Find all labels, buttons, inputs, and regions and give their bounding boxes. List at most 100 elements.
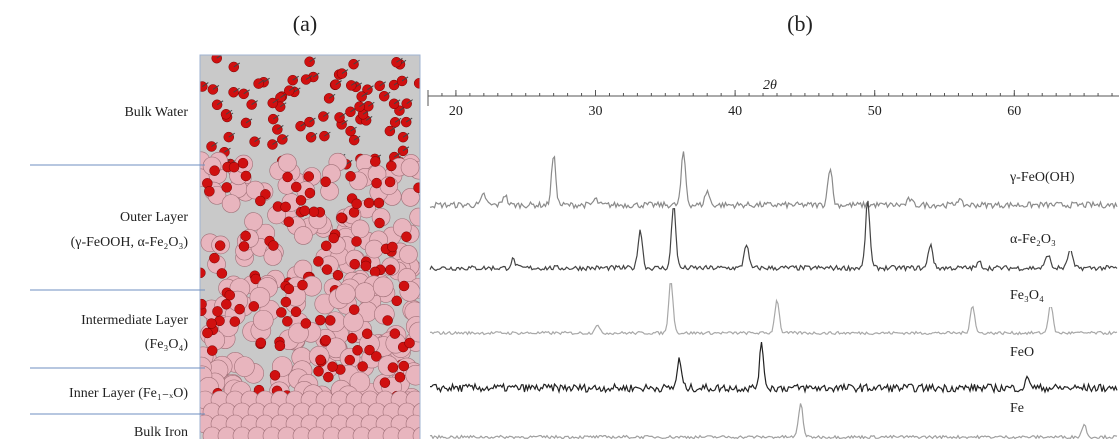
water-bond: [402, 146, 410, 152]
oxygen-atom: [240, 230, 251, 242]
oxygen-atom: [297, 279, 308, 291]
oxygen-atom: [214, 240, 226, 251]
water-bond: [367, 85, 374, 91]
iron-atom: [372, 276, 394, 298]
water-oxygen: [249, 136, 260, 147]
water-bond: [350, 80, 358, 86]
oxygen-atom: [413, 182, 420, 193]
water-bond: [379, 81, 386, 87]
label-bg: [1005, 229, 1119, 251]
oxygen-atom: [304, 187, 316, 199]
water-bond: [228, 132, 236, 138]
oxygen-atom: [369, 266, 381, 278]
iron-atom: [335, 283, 356, 305]
iron-atom: [252, 309, 274, 331]
iron-atom: [244, 212, 263, 231]
x-axis-label: 2θ: [763, 78, 777, 93]
oxygen-atom: [280, 201, 291, 213]
oxygen-atom: [303, 171, 315, 182]
oxygen-atom: [323, 371, 334, 383]
layer-label: (γ-FeOOH, α-Fe₂O₃): [71, 235, 189, 250]
oxygen-atom: [313, 256, 324, 267]
iron-atom: [401, 188, 420, 207]
oxygen-atom: [206, 318, 217, 329]
water-oxygen: [413, 78, 420, 89]
water-bond: [367, 101, 375, 107]
iron-atom: [412, 426, 420, 439]
iron-atom: [399, 245, 418, 264]
water-bond: [212, 85, 220, 90]
panel-label: (b): [787, 11, 813, 36]
oxygen-atom: [315, 354, 326, 366]
water-bond: [324, 131, 331, 137]
iron-atom: [294, 226, 313, 245]
oxygen-atom: [351, 198, 362, 210]
oxygen-atom: [237, 157, 249, 169]
oxygen-atom: [363, 197, 375, 209]
water-bond: [401, 76, 409, 82]
oxygen-atom: [352, 345, 363, 356]
oxygen-atom: [328, 232, 339, 244]
water-bond: [323, 112, 330, 117]
oxygen-atom: [320, 334, 332, 346]
water-bond: [328, 93, 336, 99]
oxygen-atom: [200, 298, 207, 310]
series-label: Fe₃O₄: [1010, 288, 1044, 303]
oxygen-atom: [379, 377, 391, 388]
oxygen-atom: [295, 195, 307, 206]
oxygen-atom: [313, 366, 324, 377]
oxygen-atom: [268, 240, 279, 251]
water-bond: [394, 117, 402, 123]
oxygen-atom: [321, 264, 333, 275]
oxygen-atom: [315, 314, 326, 326]
water-bond: [309, 57, 316, 63]
oxygen-atom: [290, 181, 302, 193]
water-bond: [335, 80, 342, 86]
water-bond: [245, 118, 253, 124]
water-bond: [389, 126, 397, 132]
oxygen-atom: [349, 258, 360, 270]
water-bond: [216, 55, 223, 59]
xrd-pattern: [430, 342, 1118, 395]
oxygen-atom: [221, 299, 232, 310]
oxygen-atom: [373, 197, 385, 209]
oxygen-atom: [364, 344, 375, 356]
layer-label: Outer Layer: [120, 210, 188, 225]
water-bond: [272, 98, 280, 104]
oxygen-atom: [348, 304, 360, 315]
water-oxygen: [348, 58, 359, 70]
oxygen-atom: [345, 171, 356, 182]
iron-atom: [325, 337, 347, 359]
water-bond: [394, 152, 401, 158]
oxygen-atom: [224, 289, 236, 301]
oxygen-atom: [299, 205, 310, 216]
iron-atom: [405, 364, 420, 386]
iron-atom: [400, 158, 420, 177]
oxygen-atom: [391, 295, 403, 307]
water-bond: [251, 100, 258, 105]
water-bond: [202, 82, 209, 87]
water-bond: [359, 102, 366, 108]
oxygen-atom: [404, 337, 415, 349]
layer-dividers: [30, 164, 205, 415]
oxygen-atom: [229, 316, 241, 327]
oxygen-atom: [283, 216, 295, 228]
oxygen-atom: [209, 252, 220, 264]
oxygen-atom: [401, 231, 412, 242]
oxygen-atom: [248, 301, 260, 312]
water-bond: [393, 99, 401, 105]
label-bg: [1005, 398, 1119, 420]
water-bond: [288, 86, 296, 92]
iron-atom: [354, 282, 376, 303]
iron-atom: [221, 194, 241, 213]
water-bond: [263, 77, 270, 83]
water-bond: [272, 114, 280, 120]
layer-label: Intermediate Layer: [81, 313, 188, 328]
oxygen-atom: [276, 307, 287, 318]
water-bond: [282, 134, 289, 140]
oxygen-atom: [204, 186, 215, 197]
water-bond: [243, 89, 250, 95]
oxygen-atom: [385, 264, 396, 276]
oxygen-atom: [240, 170, 252, 182]
label-bg: [1005, 285, 1119, 307]
